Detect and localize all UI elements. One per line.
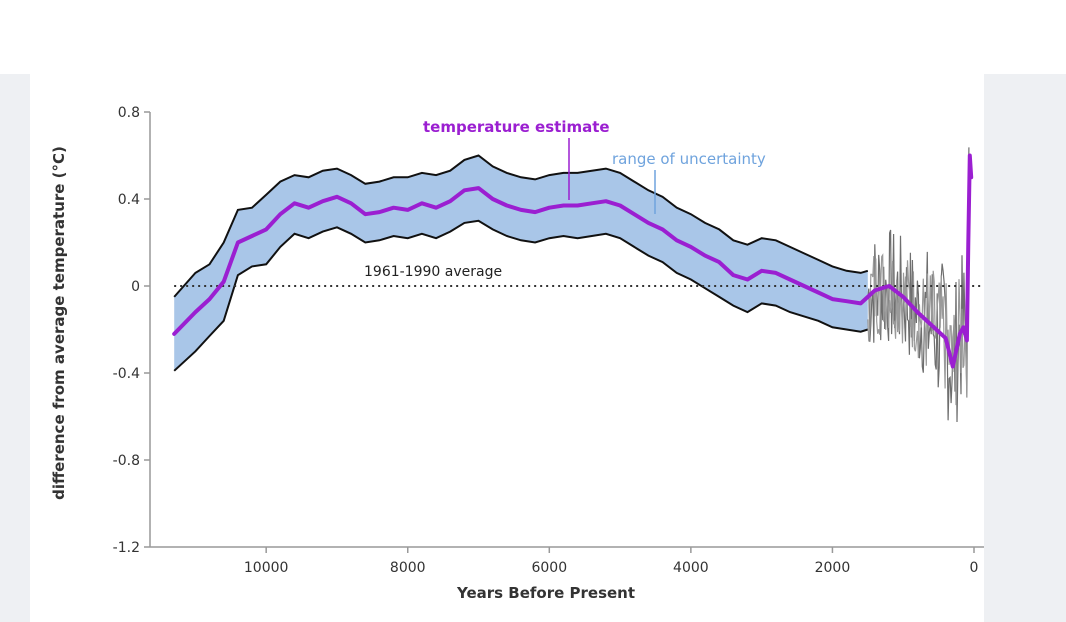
uncertainty-lower-edge [173,219,869,372]
x-tick-label: 10000 [244,560,289,576]
x-tick-label: 6000 [531,560,567,576]
y-tick-label: 0 [131,279,140,295]
y-axis-title: difference from average temperature (°C) [50,146,68,500]
estimate-annotation: temperature estimate [423,118,610,136]
y-tick-label: -0.8 [113,453,140,469]
uncertainty-upper-edge [173,154,869,298]
x-tick-label: 0 [970,560,979,576]
x-axis-title: Years Before Present [456,584,635,602]
uncertainty-annotation: range of uncertainty [612,150,766,168]
recent-variability-line [867,147,970,423]
right-margin-strip [984,74,1066,622]
temperature-estimate-line [172,153,974,369]
left-margin-strip [0,74,30,622]
y-tick-label: -1.2 [113,540,140,556]
y-tick-label: -0.4 [113,366,140,382]
x-tick-label: 8000 [390,560,426,576]
average-line-label: 1961-1990 average [364,264,502,280]
recent-variability-lines [867,147,970,423]
x-tick-label: 4000 [673,560,709,576]
y-axis-ticks: 0.8 0.4 0 -0.4 -0.8 -1.2 [113,105,150,556]
x-tick-label: 2000 [815,560,851,576]
y-tick-label: 0.8 [118,105,140,121]
x-axis-ticks: 10000 8000 6000 4000 2000 0 [244,547,979,576]
uncertainty-band [174,155,868,371]
y-tick-label: 0.4 [118,192,140,208]
